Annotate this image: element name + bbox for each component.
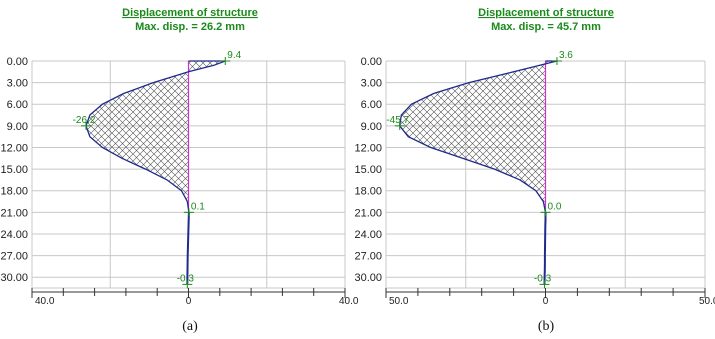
chart-b-x-tick-label: 50.0 <box>699 296 715 307</box>
chart-b-data-label: 0.0 <box>548 201 562 212</box>
chart-b-y-tick-label: 27.00 <box>354 251 382 263</box>
chart-a-x-tick-label: 0 <box>186 296 192 307</box>
chart-a-data-label: 0.1 <box>191 201 205 212</box>
chart-a-plot: 0.00 3.00 6.00 9.00 12.00 15.00 18.00 21.00 24.0… <box>0 50 358 307</box>
chart-b-data-label: -0.3 <box>534 273 552 284</box>
chart-a-y-tick-label: 18.00 <box>0 186 28 198</box>
chart-a-displacement-area <box>86 61 226 213</box>
chart-a-y-tick-label: 30.00 <box>0 272 28 284</box>
chart-a-title: Displacement of structure <box>122 7 258 19</box>
chart-b-pile-lower <box>543 212 547 285</box>
chart-a-data-label: -26.2 <box>73 115 96 126</box>
chart-a-pile-lower <box>186 212 190 285</box>
chart-b-y-tick-label: 15.00 <box>354 164 382 176</box>
chart-b-y-tick-label: 12.00 <box>354 142 382 154</box>
chart-b-y-tick-label: 30.00 <box>354 272 382 284</box>
chart-b-y-tick-label: 24.00 <box>354 229 382 241</box>
chart-b-displacement-curve <box>399 60 558 213</box>
chart-b-y-tick-label: 6.00 <box>361 99 382 111</box>
chart-b-y-tick-label: 3.00 <box>361 78 382 90</box>
chart-a-y-tick-label: 6.00 <box>7 99 28 111</box>
chart-a-y-tick-label: 12.00 <box>0 142 28 154</box>
chart-b-title: Displacement of structure <box>478 7 614 19</box>
chart-b-plot: 0.003.006.009.0012.0015.0018.0021.0024.0… <box>354 50 715 307</box>
chart-a-data-label: 9.4 <box>227 50 241 61</box>
chart-b-data-label: -45.7 <box>386 115 409 126</box>
chart-a-y-tick-label: 3.00 <box>7 78 28 90</box>
chart-a-x-tick-label: 40.0 <box>339 296 359 307</box>
chart-b-x-tick-label: 0 <box>543 296 549 307</box>
chart-a-displacement-curve <box>85 60 226 213</box>
chart-a-y-tick-label: 27.00 <box>0 251 28 263</box>
chart-b-y-tick-label: 9.00 <box>361 121 382 133</box>
chart-b-x-tick-label: 50.0 <box>389 296 409 307</box>
chart-b-data-label: 3.6 <box>559 50 573 61</box>
chart-a-y-tick-label: 0.00 <box>7 56 28 68</box>
chart-a-data-label: -0.3 <box>177 273 195 284</box>
chart-a-y-tick-label: 15.00 <box>0 164 28 176</box>
chart-a-x-tick-label: 40.0 <box>35 296 55 307</box>
chart-b-y-tick-label: 21.00 <box>354 207 382 219</box>
chart-a-caption: (a) <box>182 319 198 334</box>
chart-a-y-tick-label: 24.00 <box>0 229 28 241</box>
chart-b-y-tick-label: 18.00 <box>354 186 382 198</box>
chart-b-displacement-area <box>399 61 557 213</box>
chart-b-subtitle: Max. disp. = 45.7 mm <box>491 21 601 33</box>
chart-b-y-tick-label: 0.00 <box>361 56 382 68</box>
chart-a-subtitle: Max. disp. = 26.2 mm <box>135 21 245 33</box>
chart-a-y-tick-label: 9.00 <box>7 121 28 133</box>
chart-b-caption: (b) <box>538 319 555 334</box>
chart-a-y-tick-label: 21.00 <box>0 207 28 219</box>
